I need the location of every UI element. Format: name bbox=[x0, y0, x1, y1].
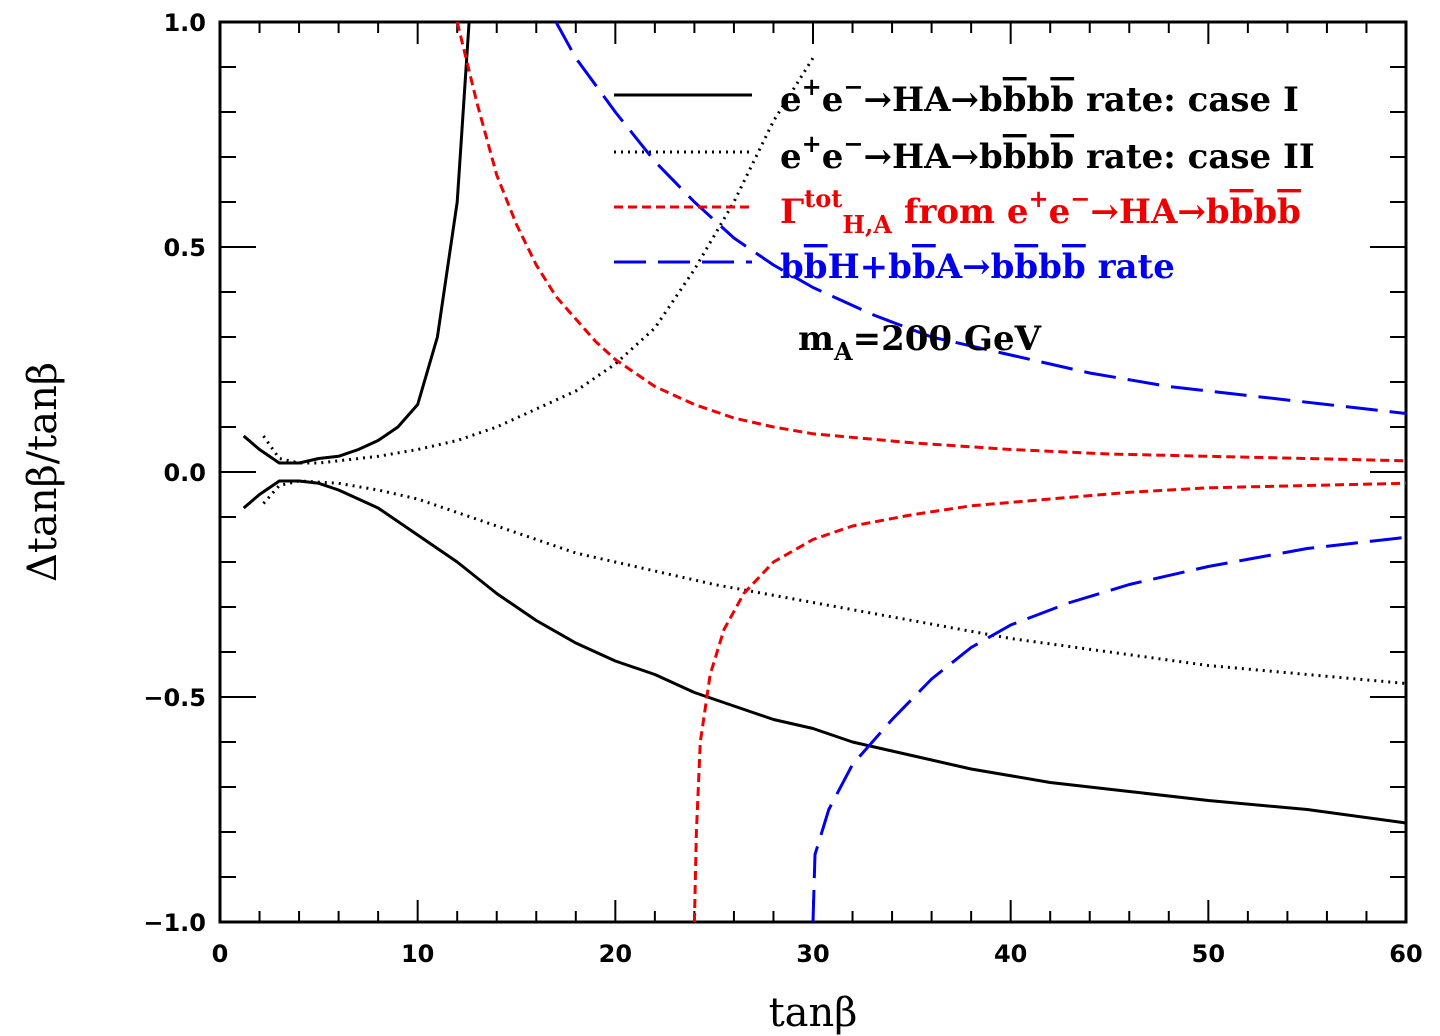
legend-text-part: + bbox=[802, 72, 822, 101]
annotation-sub: A bbox=[833, 337, 853, 366]
legend-text-part: b bbox=[1253, 192, 1277, 232]
legend-label-3: ΓtotH,A from e+e−→HA→bbbb bbox=[780, 184, 1301, 239]
legend-text-part: b bbox=[912, 247, 936, 287]
legend-text-part: rate: case I bbox=[1074, 80, 1299, 120]
legend-text-part: e bbox=[780, 80, 802, 120]
legend-label-4: bbH+bbA→bbbb rate bbox=[780, 247, 1175, 287]
legend-text-part: b bbox=[1050, 137, 1074, 177]
legend-text-part: A→b bbox=[935, 247, 1015, 287]
legend-text-part: →HA→b bbox=[864, 137, 1003, 177]
series-1-upper bbox=[242, 21, 471, 465]
legend-text-part: →HA→b bbox=[1090, 192, 1229, 232]
legend-label-1: e+e−→HA→bbbb rate: case I bbox=[780, 72, 1299, 120]
legend-text-part: b bbox=[1062, 247, 1086, 287]
legend-text-part: b bbox=[1027, 137, 1051, 177]
x-tick-label: 60 bbox=[1389, 940, 1422, 968]
legend-text-part: tot bbox=[804, 184, 842, 213]
legend-text-part: b bbox=[1003, 80, 1027, 120]
x-tick-label: 30 bbox=[796, 940, 829, 968]
legend-text-part: b bbox=[1014, 247, 1038, 287]
legend-text-part: rate: case II bbox=[1074, 137, 1315, 177]
legend-text-part: e bbox=[780, 137, 802, 177]
legend-text-part: from e bbox=[892, 192, 1029, 232]
legend-text-part: e bbox=[822, 80, 844, 120]
legend-text-part: H+b bbox=[828, 247, 912, 287]
legend-text-part: + bbox=[1028, 184, 1048, 213]
legend-text-part: Γ bbox=[780, 192, 804, 232]
series-lines bbox=[242, 21, 1407, 923]
legend-text-part: b bbox=[1027, 80, 1051, 120]
mass-annotation: mA=200 GeV bbox=[798, 319, 1042, 366]
legend-text-part: H,A bbox=[842, 210, 892, 239]
x-tick-label: 20 bbox=[599, 940, 632, 968]
series-1-lower bbox=[242, 479, 1407, 825]
x-tick-label: 50 bbox=[1192, 940, 1225, 968]
legend-text-part: + bbox=[802, 129, 822, 158]
legend-text-part: − bbox=[843, 129, 863, 158]
legend-text-part: e bbox=[1049, 192, 1071, 232]
legend-text-part: b bbox=[804, 247, 828, 287]
annotation-rest: =200 GeV bbox=[853, 319, 1042, 359]
legend-text-part: b bbox=[1277, 192, 1301, 232]
legend-text-part: rate bbox=[1086, 247, 1175, 287]
y-tick-label: −1.0 bbox=[143, 909, 206, 937]
legend-text-part: b bbox=[1230, 192, 1254, 232]
series-2-lower bbox=[262, 479, 1407, 685]
legend-text-part: →HA→b bbox=[864, 80, 1003, 120]
legend-label-2: e+e−→HA→bbbb rate: case II bbox=[780, 129, 1315, 177]
legend-text-part: b bbox=[1038, 247, 1062, 287]
series-4-upper bbox=[554, 21, 1407, 415]
legend-text-part: − bbox=[1070, 184, 1090, 213]
series-3-lower bbox=[692, 481, 1407, 923]
legend-text-part: b bbox=[780, 247, 804, 287]
legend-text-part: − bbox=[843, 72, 863, 101]
y-tick-label: 0.0 bbox=[163, 459, 206, 487]
legend-text-part: b bbox=[1050, 80, 1074, 120]
x-axis-title: tanβ bbox=[769, 990, 858, 1036]
y-axis-title: Δtanβ/tanβ bbox=[20, 362, 66, 582]
x-tick-label: 10 bbox=[401, 940, 434, 968]
legend-text-part: b bbox=[1003, 137, 1027, 177]
y-tick-label: 1.0 bbox=[163, 9, 206, 37]
legend-text-part: e bbox=[822, 137, 844, 177]
series-3-upper bbox=[455, 21, 1407, 463]
x-tick-label: 0 bbox=[212, 940, 229, 968]
legend: e+e−→HA→bbbb rate: case Ie+e−→HA→bbbb ra… bbox=[614, 72, 1315, 287]
annotation-m: m bbox=[798, 319, 834, 359]
tick-labels: 0 10 20 30 40 50 60 −1.0 −0.5 0.0 0.5 1.0 bbox=[143, 9, 1422, 968]
y-tick-label: −0.5 bbox=[143, 684, 206, 712]
series-4-lower bbox=[811, 535, 1407, 923]
y-tick-label: 0.5 bbox=[163, 234, 206, 262]
x-tick-label: 40 bbox=[994, 940, 1027, 968]
